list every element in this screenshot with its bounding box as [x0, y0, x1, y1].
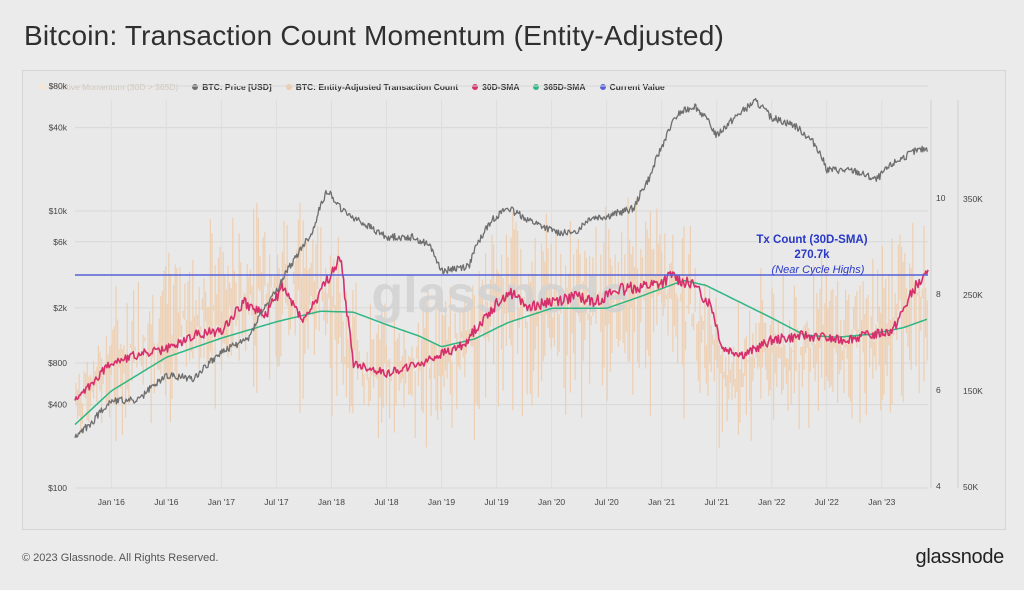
x-tick-label: Jan '22 — [758, 497, 785, 507]
osc-tick-label: 8 — [936, 289, 941, 299]
chart-legend: Positive Momentum (30D > 365D) BTC: Pric… — [40, 82, 665, 92]
legend-label: 365D-SMA — [543, 82, 586, 92]
series-lines — [74, 97, 929, 438]
x-tick-label: Jul '19 — [484, 497, 509, 507]
legend-item-current-value[interactable]: Current Value — [599, 82, 665, 92]
price-tick-label: $6k — [53, 237, 67, 247]
osc-tick-label: 6 — [936, 385, 941, 395]
sma30-line — [74, 255, 929, 401]
legend-label: BTC: Entity-Adjusted Transaction Count — [295, 82, 459, 92]
x-tick-label: Jan '20 — [538, 497, 565, 507]
price-tick-label: $2k — [53, 303, 67, 313]
annotation-note: (Near Cycle Highs) — [772, 264, 865, 276]
x-tick-label: Jan '17 — [208, 497, 235, 507]
x-tick-label: Jul '17 — [264, 497, 289, 507]
legend-label: Current Value — [609, 82, 665, 92]
x-tick-label: Jan '18 — [318, 497, 345, 507]
count-tick-label: 250K — [963, 290, 983, 300]
legend-item-positive-momentum[interactable]: Positive Momentum (30D > 365D) — [40, 82, 178, 92]
legend-swatch — [533, 84, 540, 90]
legend-swatch — [285, 84, 292, 90]
legend-swatch — [40, 84, 46, 90]
legend-swatch — [472, 84, 479, 90]
legend-label: Positive Momentum (30D > 365D) — [50, 82, 179, 92]
chart-title: Bitcoin: Transaction Count Momentum (Ent… — [24, 20, 725, 51]
legend-swatch — [192, 84, 199, 90]
x-tick-label: Jan '21 — [648, 497, 675, 507]
legend-swatch — [599, 84, 606, 90]
legend-item-price[interactable]: BTC: Price [USD] — [192, 82, 272, 92]
sma365-line — [74, 279, 928, 426]
price-tick-label: $100 — [48, 483, 67, 493]
count-tick-label: 50K — [963, 482, 978, 492]
price-line — [74, 97, 928, 438]
price-tick-label: $40k — [49, 123, 68, 133]
price-tick-label: $400 — [48, 400, 67, 410]
brand-logo: glassnode — [915, 546, 1005, 568]
count-tick-label: 150K — [963, 386, 983, 396]
right-axis-ticks: 350K 250K 150K 50K 10 8 6 4 — [936, 193, 983, 492]
x-axis-ticks: Jan '16 Jul '16 Jan '17 Jul '17 Jan '18 Jul '… — [98, 497, 896, 507]
price-tick-label: $800 — [48, 358, 67, 368]
x-tick-label: Jul '22 — [815, 497, 840, 507]
x-tick-label: Jan '19 — [428, 497, 455, 507]
legend-item-sma30[interactable]: 30D-SMA — [472, 82, 519, 92]
osc-tick-label: 10 — [936, 193, 946, 203]
count-tick-label: 350K — [963, 194, 983, 204]
price-axis-ticks: $80k $40k $10k $6k $2k $800 $400 $100 — [48, 81, 68, 493]
x-tick-label: Jan '23 — [868, 497, 895, 507]
osc-tick-label: 4 — [936, 481, 941, 491]
annotation-value: 270.7k — [794, 249, 830, 261]
legend-label: 30D-SMA — [482, 82, 520, 92]
legend-item-sma365[interactable]: 365D-SMA — [533, 82, 586, 92]
x-tick-label: Jan '16 — [98, 497, 125, 507]
price-tick-label: $80k — [49, 81, 68, 91]
price-tick-label: $10k — [49, 206, 68, 216]
x-tick-label: Jul '18 — [374, 497, 399, 507]
x-tick-label: Jul '21 — [705, 497, 730, 507]
annotation-title: Tx Count (30D-SMA) — [756, 234, 867, 246]
x-tick-label: Jul '20 — [594, 497, 619, 507]
copyright-footer: © 2023 Glassnode. All Rights Reserved. — [22, 552, 219, 564]
legend-label: BTC: Price [USD] — [202, 82, 272, 92]
x-tick-label: Jul '16 — [154, 497, 179, 507]
annotation-group: Tx Count (30D-SMA) 270.7k (Near Cycle Hi… — [756, 234, 867, 276]
legend-item-txcount[interactable]: BTC: Entity-Adjusted Transaction Count — [285, 82, 459, 92]
txcount-bars — [75, 197, 928, 449]
